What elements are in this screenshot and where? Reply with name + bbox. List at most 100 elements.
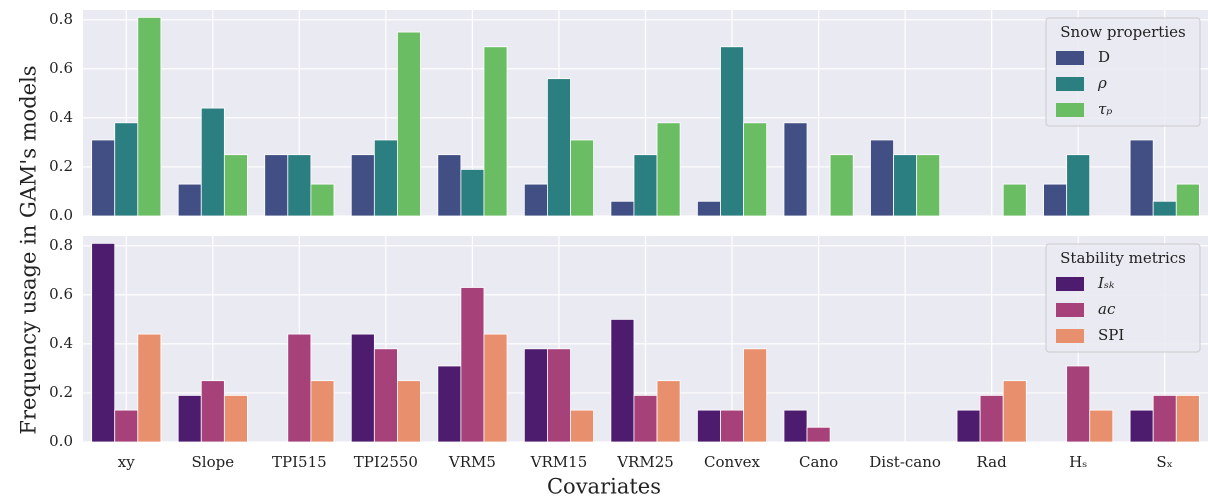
x-tick-label: VRM5 (448, 453, 496, 471)
bar (223, 395, 248, 443)
x-tick-label: TPI2550 (354, 453, 418, 471)
legend-swatch (1056, 329, 1084, 343)
bar (870, 139, 894, 217)
bar (264, 154, 289, 217)
y-tick-label: 0.4 (49, 108, 73, 126)
x-tick-label: VRM25 (616, 453, 674, 471)
bar (656, 380, 681, 443)
bar (547, 78, 571, 217)
bar (656, 122, 681, 217)
bar (720, 46, 744, 217)
bar (460, 287, 485, 443)
bar (177, 395, 202, 443)
bar (743, 122, 768, 217)
bar (137, 16, 162, 217)
x-tick-label: Dist-cano (869, 453, 941, 471)
bar (114, 122, 139, 217)
legend-label: D (1098, 48, 1110, 66)
bar (310, 380, 335, 443)
bar (633, 154, 658, 217)
bar (200, 107, 225, 217)
x-tick-label: Cano (799, 453, 838, 471)
bar (223, 154, 248, 217)
x-tick-label: xy (118, 453, 135, 471)
bar (1175, 395, 1200, 443)
bar (829, 154, 854, 217)
bar (1152, 395, 1177, 443)
bar (893, 154, 918, 217)
legend-label: ρ (1097, 74, 1107, 92)
y-tick-label: 0.0 (49, 432, 73, 450)
bar (1066, 365, 1091, 443)
bar (287, 333, 312, 443)
bar (570, 409, 594, 443)
x-tick-label: TPI515 (272, 453, 327, 471)
bar (979, 395, 1004, 443)
legend-label: Iₛₖ (1097, 274, 1115, 292)
bar (437, 154, 462, 217)
bar (91, 139, 116, 217)
legend-label: SPI (1098, 326, 1124, 344)
bar (1002, 380, 1027, 443)
legend-label: τₚ (1098, 100, 1112, 118)
bar (287, 154, 312, 217)
legend-box (1045, 243, 1201, 353)
legend-swatch (1056, 277, 1084, 291)
bar (633, 395, 658, 443)
bar (373, 139, 398, 217)
bar (523, 348, 548, 443)
bar (697, 409, 721, 443)
legend-title: Snow properties (1060, 23, 1185, 41)
bar (1089, 409, 1114, 443)
x-tick-label: Sₓ (1156, 453, 1173, 471)
bar (483, 333, 508, 443)
bar (91, 242, 116, 443)
bar (350, 333, 375, 443)
legend-swatch (1056, 103, 1084, 117)
bar (137, 333, 162, 443)
y-tick-label: 0.2 (49, 157, 73, 175)
bar (397, 31, 421, 217)
x-tick-label: VRM15 (530, 453, 588, 471)
bar (1043, 183, 1068, 217)
bar (743, 348, 768, 443)
bar (310, 183, 335, 217)
bar (437, 365, 462, 443)
y-tick-label: 0.6 (49, 59, 73, 77)
legend-label: ac (1098, 300, 1116, 318)
bar (1066, 154, 1091, 217)
bar (373, 348, 398, 443)
legend-swatch (1056, 77, 1084, 91)
y-tick-label: 0.0 (49, 206, 73, 224)
y-tick-label: 0.8 (49, 236, 73, 254)
y-tick-label: 0.6 (49, 285, 73, 303)
bar (523, 183, 548, 217)
x-tick-label: Hₛ (1069, 453, 1087, 471)
bar (610, 318, 635, 443)
bar (720, 409, 744, 443)
bar (547, 348, 571, 443)
x-tick-label: Slope (192, 453, 235, 471)
bar (1175, 183, 1200, 217)
x-axis-label: Covariates (547, 475, 661, 499)
x-tick-label: Rad (977, 453, 1008, 471)
bar (483, 46, 508, 217)
y-axis-label: Frequency usage in GAM's models (17, 65, 41, 434)
bar (806, 426, 831, 443)
legend-swatch (1056, 51, 1084, 65)
bar (783, 409, 808, 443)
bar (397, 380, 421, 443)
bar (350, 154, 375, 217)
legend-box (1045, 17, 1201, 127)
bar (114, 409, 139, 443)
bar (610, 200, 635, 217)
y-tick-label: 0.4 (49, 334, 73, 352)
bar (783, 122, 808, 217)
y-tick-label: 0.8 (49, 10, 73, 28)
bar (1129, 139, 1154, 217)
bar (200, 380, 225, 443)
bar (956, 409, 981, 443)
bar (570, 139, 594, 217)
bar (1002, 183, 1027, 217)
